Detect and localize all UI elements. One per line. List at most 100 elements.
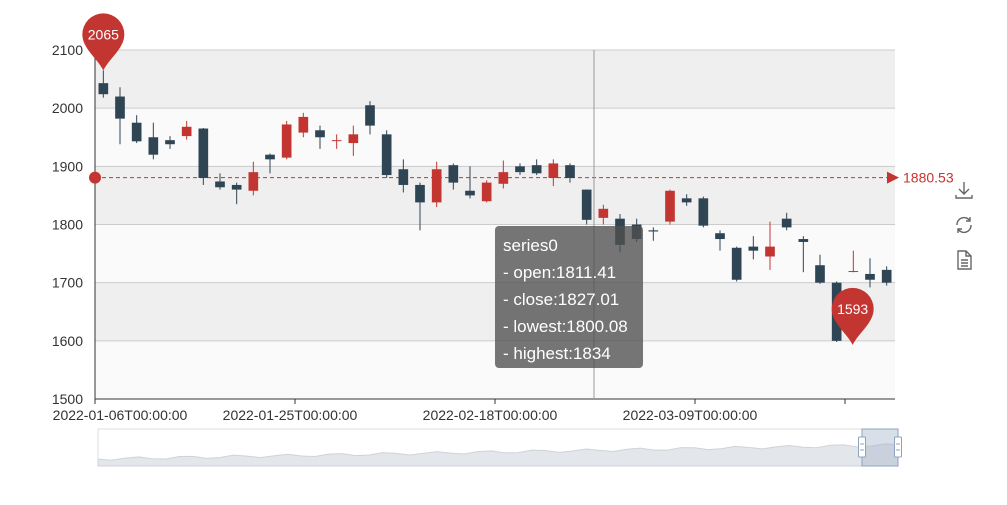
candle: [131, 115, 142, 144]
candle: [881, 266, 892, 286]
x-tick-label: 2022-01-06T00:00:00: [53, 407, 188, 423]
candle: [231, 182, 242, 205]
average-line-start-dot: [89, 171, 101, 184]
datazoom-window: [861, 428, 899, 467]
candle-body: [198, 128, 209, 178]
candle: [481, 180, 492, 203]
min-mark-label: 1593: [837, 301, 868, 317]
candle: [515, 163, 525, 176]
candle: [298, 112, 309, 138]
candle-body: [231, 184, 242, 190]
candle: [731, 246, 742, 282]
y-axis: 1500 1600 1700 1800 1900 2000 2100: [52, 42, 96, 407]
document-icon[interactable]: [953, 249, 975, 271]
candle-body: [731, 247, 742, 280]
candle: [815, 254, 825, 284]
candle: [381, 130, 392, 178]
candle: [115, 87, 125, 145]
x-tick-label: 2022-02-18T00:00:00: [423, 407, 558, 423]
candle-body: [781, 218, 792, 228]
average-markline: 1880.53: [89, 170, 954, 186]
x-tick-label: 2022-03-09T00:00:00: [623, 407, 758, 423]
candle-body: [398, 169, 409, 185]
candle-body: [665, 190, 675, 222]
tooltip-highest: - highest:1834: [503, 344, 611, 363]
candle: [331, 134, 342, 149]
handle-grip: [858, 436, 866, 458]
grid-band: [95, 108, 895, 167]
candle-body: [431, 169, 442, 203]
y-tick-label: 1900: [52, 158, 83, 174]
candle-body: [848, 271, 859, 273]
tooltip: series0 - open:1811.41 - close:1827.01 -…: [495, 226, 643, 368]
candle-body: [681, 198, 692, 203]
y-tick-label: 2100: [52, 42, 83, 58]
tooltip-open: - open:1811.41: [503, 263, 617, 282]
candle: [698, 196, 709, 228]
candle: [248, 161, 259, 196]
candle: [215, 173, 225, 190]
candle: [548, 159, 559, 187]
candle: [498, 160, 509, 189]
datazoom-slider[interactable]: [97, 428, 902, 467]
candle-body: [448, 165, 459, 183]
candle-body: [315, 130, 325, 138]
candle: [681, 194, 692, 206]
candle-body: [165, 140, 175, 145]
candle: [598, 204, 609, 225]
candle-body: [265, 154, 275, 160]
x-axis: 2022-01-06T00:00:00 2022-01-25T00:00:00 20…: [53, 398, 895, 423]
candle-body: [381, 134, 392, 176]
grid-bands: [95, 50, 895, 399]
candle-body: [465, 190, 475, 196]
candle-body: [115, 96, 125, 119]
candle: [565, 163, 575, 183]
candle: [198, 127, 209, 185]
candle-body: [148, 137, 159, 155]
candle: [165, 136, 175, 149]
y-tick-label: 1500: [52, 391, 83, 407]
tooltip-close: - close:1827.01: [503, 290, 620, 309]
tooltip-lowest: - lowest:1800.08: [503, 317, 628, 336]
candle: [365, 101, 375, 135]
candle: [98, 70, 109, 98]
candle-body: [131, 122, 142, 142]
candle-body: [415, 184, 425, 203]
candle: [431, 161, 442, 208]
candle-body: [798, 239, 809, 242]
candle-body: [281, 124, 292, 158]
candle-body: [715, 233, 725, 240]
candle: [148, 122, 159, 160]
max-mark-label: 2065: [88, 26, 119, 42]
refresh-icon[interactable]: [953, 214, 975, 236]
tooltip-title: series0: [503, 236, 558, 255]
grid-band: [95, 50, 895, 109]
min-mark-shape: [831, 287, 874, 345]
candle: [781, 212, 792, 231]
datazoom-right-handle[interactable]: [894, 436, 902, 458]
candle-body: [598, 208, 609, 218]
datazoom-left-handle[interactable]: [858, 436, 866, 458]
y-tick-label: 1600: [52, 333, 83, 349]
candle: [265, 153, 275, 174]
candle-body: [565, 165, 575, 178]
candle-body: [531, 165, 542, 174]
candle-body: [815, 265, 825, 283]
datazoom-shadow: [97, 443, 899, 467]
max-mark-shape: [82, 13, 125, 71]
candle-body: [498, 172, 509, 184]
candle: [448, 163, 459, 190]
candle-body: [481, 182, 492, 202]
candle-body: [98, 83, 109, 95]
candle: [465, 166, 475, 199]
candle: [415, 182, 425, 231]
mark-points: 2065 1593: [82, 13, 874, 345]
candle: [748, 236, 759, 260]
candle-body: [548, 163, 559, 178]
candle: [398, 159, 409, 193]
y-tick-label: 2000: [52, 100, 83, 116]
download-icon[interactable]: [953, 179, 975, 201]
candle-body: [648, 230, 659, 232]
candle-body: [365, 105, 375, 126]
